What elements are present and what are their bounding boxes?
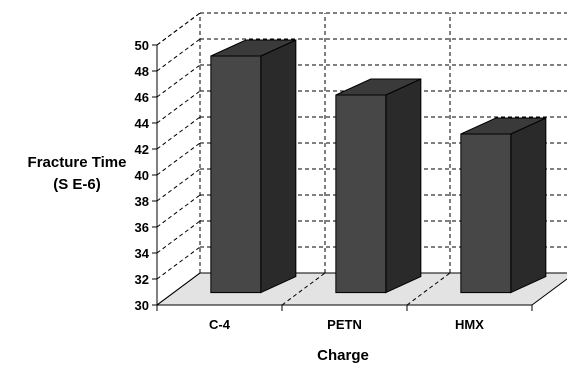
y-tick-label: 46 — [135, 90, 149, 105]
y-tick-label: 44 — [135, 116, 150, 131]
bar-side-face — [510, 117, 547, 294]
floor-divider-line — [406, 272, 451, 306]
bar-side-face — [260, 39, 297, 294]
y-tick-label: 32 — [135, 272, 149, 287]
side-wall-gridline — [156, 220, 201, 254]
y-tick-label: 36 — [135, 220, 149, 235]
y-tick-label: 38 — [135, 194, 149, 209]
side-wall-gridline — [156, 116, 201, 150]
x-category-label: PETN — [327, 317, 362, 332]
side-wall-gridline — [156, 38, 201, 72]
side-wall-gridline — [156, 142, 201, 176]
side-wall-gridline — [156, 272, 201, 306]
side-wall-gridline — [156, 246, 201, 280]
bar-front-petn — [335, 94, 387, 294]
y-axis-title-line-2: (S E-6) — [53, 176, 101, 193]
x-category-label: HMX — [455, 317, 484, 332]
y-tick-label: 50 — [135, 38, 149, 53]
chart-axes — [152, 44, 533, 311]
bar-side-face — [385, 78, 422, 294]
side-wall-gridline — [156, 90, 201, 124]
y-tick-label: 48 — [135, 64, 149, 79]
x-category-label: C-4 — [209, 317, 231, 332]
x-axis-title: Charge — [317, 347, 369, 364]
y-tick-label: 34 — [135, 246, 150, 261]
bar-front-hmx — [460, 133, 512, 294]
y-tick-label: 40 — [135, 168, 149, 183]
y-axis-title-line-1: Fracture Time — [28, 154, 127, 171]
floor-divider-line — [281, 272, 326, 306]
chart-labels: Fracture Time (S E-6) Charge 30 32 34 36 38 4… — [28, 38, 485, 364]
y-tick-label: 30 — [135, 298, 149, 313]
side-wall-gridline — [156, 194, 201, 228]
wall-top-edge — [156, 12, 201, 46]
y-tick-label: 42 — [135, 142, 149, 157]
side-wall-gridline — [156, 168, 201, 202]
chart-bars — [210, 39, 547, 294]
side-wall-gridline — [156, 64, 201, 98]
bar-front-c-4 — [210, 55, 262, 294]
